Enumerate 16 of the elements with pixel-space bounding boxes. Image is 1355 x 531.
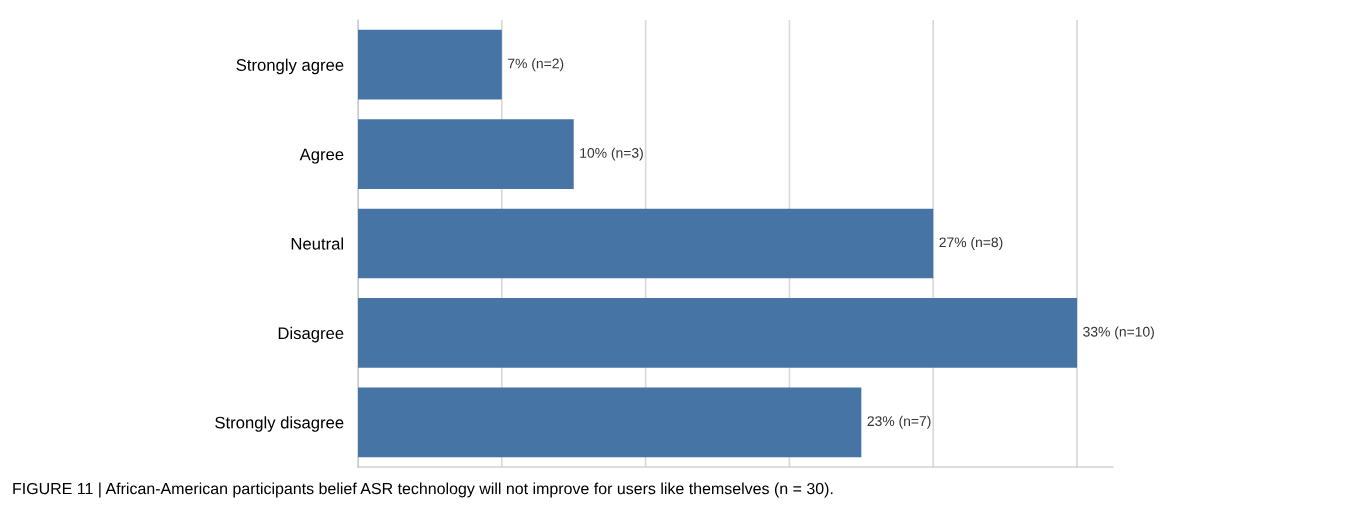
data-label: 7% (n=2) xyxy=(508,58,564,72)
bar xyxy=(358,298,1078,368)
y-tick-label: Strongly agree xyxy=(236,58,344,75)
bar xyxy=(358,387,862,458)
bar xyxy=(358,119,574,189)
bar xyxy=(358,208,934,279)
y-tick-label: Neutral xyxy=(291,237,343,250)
data-label: 10% (n=3) xyxy=(580,147,643,161)
caption: FIGURE 11 | African-American participants belief ASR technology will not improve for users like themselves (n = 30). xyxy=(13,482,833,498)
y-tick-label: Strongly disagree xyxy=(215,416,344,432)
y-tick-label: Disagree xyxy=(278,326,344,343)
bar xyxy=(358,29,502,100)
data-label: 23% (n=7) xyxy=(867,415,931,429)
data-label: 33% (n=10) xyxy=(1083,326,1154,340)
data-label: 27% (n=8) xyxy=(939,237,1003,250)
y-tick-label: Agree xyxy=(299,148,344,164)
